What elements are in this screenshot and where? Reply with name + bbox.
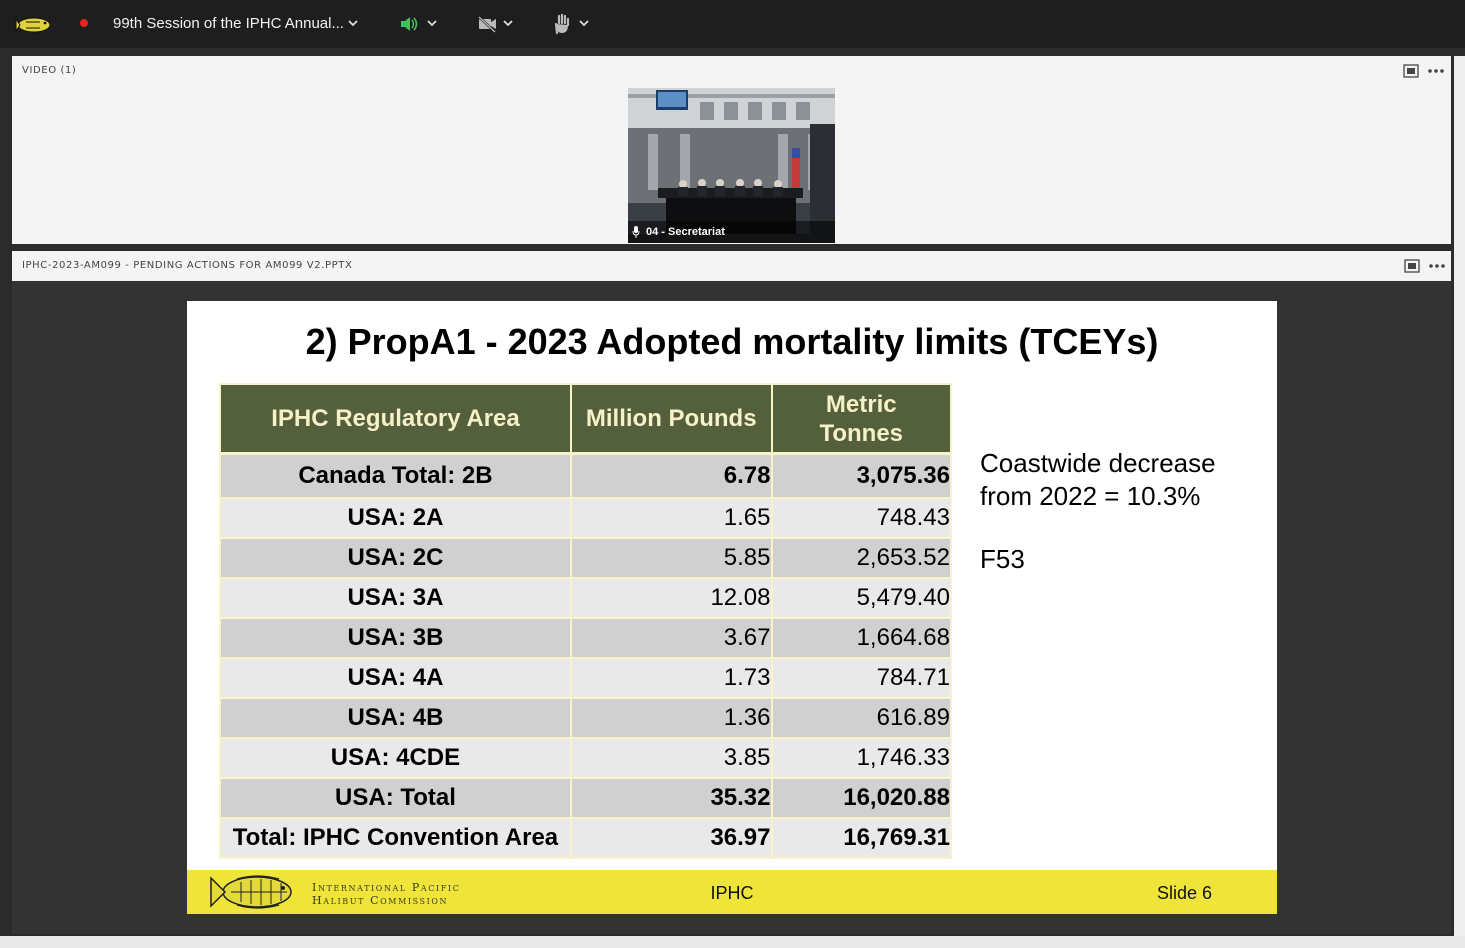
table-row: USA: 4CDE 3.85 1,746.33 [219, 737, 952, 779]
table-cell-pounds: 1.73 [569, 657, 773, 699]
video-feed-image [628, 88, 835, 243]
org-line: International Pacific [312, 881, 461, 894]
camera-off-icon[interactable] [476, 13, 498, 35]
table-cell-area: USA: 2A [219, 497, 572, 539]
fullscreen-icon[interactable] [1404, 259, 1420, 273]
slide-footer: International Pacific Halibut Commission… [187, 870, 1277, 914]
video-tile[interactable]: 04 - Secretariat [628, 88, 835, 243]
table-cell-pounds: 6.78 [569, 452, 773, 499]
chevron-down-icon[interactable] [347, 17, 359, 29]
table-row: USA: 4A 1.73 784.71 [219, 657, 952, 699]
table-cell-tonnes: 1,664.68 [770, 617, 952, 659]
table-cell-area: Total: IPHC Convention Area [219, 817, 572, 859]
organization-name: International Pacific Halibut Commission [312, 881, 460, 907]
raise-hand-icon[interactable] [551, 13, 573, 35]
pod-options [1404, 259, 1445, 273]
video-pod: VIDEO (1) [12, 56, 1451, 244]
footer-center-text: IPHC [710, 883, 754, 903]
table-row: USA: 2C 5.85 2,653.52 [219, 537, 952, 579]
speaker-icon[interactable] [398, 13, 420, 35]
video-pod-title: VIDEO (1) [22, 65, 77, 76]
table-cell-tonnes: 5,479.40 [770, 577, 952, 619]
table-cell-area: USA: 2C [219, 537, 572, 579]
table-cell-pounds: 3.85 [569, 737, 773, 779]
table-cell-tonnes: 3,075.36 [770, 452, 952, 499]
table-cell-area: Canada Total: 2B [219, 452, 572, 499]
table-cell-pounds: 36.97 [569, 817, 773, 859]
halibut-logo-icon [210, 875, 292, 909]
table-header-row: IPHC Regulatory Area Million Pounds Metr… [219, 383, 952, 455]
table-row: Canada Total: 2B 6.78 3,075.36 [219, 452, 952, 499]
share-pod-header: IPHC-2023-AM099 - PENDING ACTIONS FOR AM… [12, 251, 1451, 281]
table-cell-pounds: 12.08 [569, 577, 773, 619]
slide-number: Slide 6 [1157, 883, 1213, 903]
table-header: Metric Tonnes [770, 383, 952, 455]
meeting-title[interactable]: 99th Session of the IPHC Annual... [113, 15, 344, 32]
reference-code: F53 [980, 544, 1025, 574]
table-cell-area: USA: 4B [219, 697, 572, 739]
mortality-limits-table: IPHC Regulatory Area Million Pounds Metr… [219, 383, 952, 859]
table-row: Total: IPHC Convention Area 36.97 16,769.3… [219, 817, 952, 859]
table-cell-tonnes: 2,653.52 [770, 537, 952, 579]
pod-options [1403, 64, 1444, 78]
table-header: Million Pounds [569, 383, 773, 455]
chevron-down-icon[interactable] [578, 17, 590, 29]
org-line: Halibut Commission [312, 894, 449, 907]
table-row: USA: 2A 1.65 748.43 [219, 497, 952, 539]
table-cell-pounds: 35.32 [569, 777, 773, 819]
table-cell-pounds: 1.36 [569, 697, 773, 739]
table-cell-tonnes: 16,769.31 [770, 817, 952, 859]
header-tonnes-label: Metric Tonnes [819, 390, 904, 447]
table-cell-area: USA: Total [219, 777, 572, 819]
table-cell-pounds: 5.85 [569, 537, 773, 579]
share-pod-title: IPHC-2023-AM099 - PENDING ACTIONS FOR AM… [22, 260, 353, 271]
chevron-down-icon[interactable] [502, 17, 514, 29]
table-row: USA: 4B 1.36 616.89 [219, 697, 952, 739]
recording-indicator [80, 19, 88, 27]
microphone-icon [632, 226, 640, 238]
scroll-edge [1454, 56, 1465, 936]
top-bar: 99th Session of the IPHC Annual... [0, 0, 1465, 48]
table-cell-pounds: 3.67 [569, 617, 773, 659]
table-cell-tonnes: 784.71 [770, 657, 952, 699]
table-row: USA: Total 35.32 16,020.88 [219, 777, 952, 819]
table-cell-tonnes: 16,020.88 [770, 777, 952, 819]
presentation-slide: 2) PropA1 - 2023 Adopted mortality limit… [187, 301, 1277, 914]
table-cell-pounds: 1.65 [569, 497, 773, 539]
table-cell-area: USA: 4CDE [219, 737, 572, 779]
fullscreen-icon[interactable] [1403, 64, 1419, 78]
table-row: USA: 3A 12.08 5,479.40 [219, 577, 952, 619]
table-cell-area: USA: 3A [219, 577, 572, 619]
bottom-edge [0, 936, 1465, 948]
table-cell-tonnes: 616.89 [770, 697, 952, 739]
table-cell-tonnes: 748.43 [770, 497, 952, 539]
participant-name: 04 - Secretariat [646, 226, 725, 238]
table-cell-area: USA: 3B [219, 617, 572, 659]
halibut-logo-icon[interactable] [12, 10, 58, 38]
table-cell-area: USA: 4A [219, 657, 572, 699]
table-header: IPHC Regulatory Area [219, 383, 572, 455]
table-row: USA: 3B 3.67 1,664.68 [219, 617, 952, 659]
chevron-down-icon[interactable] [426, 17, 438, 29]
more-options-icon[interactable] [1428, 69, 1444, 73]
coastwide-note: Coastwide decrease from 2022 = 10.3% [980, 448, 1216, 511]
video-caption: 04 - Secretariat [628, 221, 835, 243]
more-options-icon[interactable] [1429, 264, 1445, 268]
slide-title: 2) PropA1 - 2023 Adopted mortality limit… [305, 321, 1159, 362]
table-cell-tonnes: 1,746.33 [770, 737, 952, 779]
